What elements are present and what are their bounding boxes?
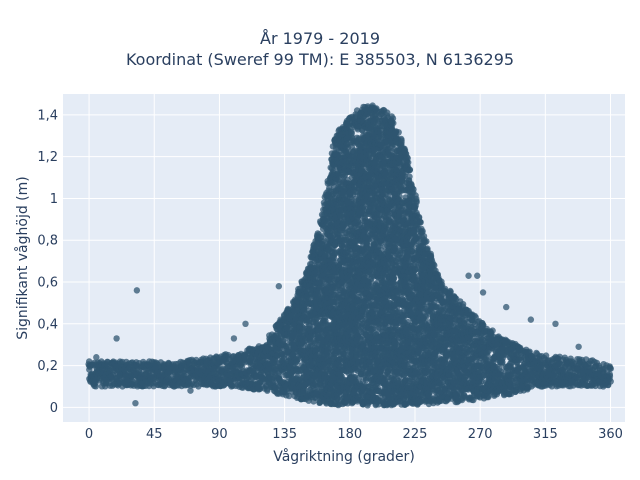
data-point [348, 130, 355, 137]
chart-title-line-1: År 1979 - 2019 [260, 29, 380, 48]
data-points [85, 102, 614, 409]
data-point [92, 383, 100, 390]
chart-title-line-2: Koordinat (Sweref 99 TM): E 385503, N 61… [125, 50, 515, 69]
